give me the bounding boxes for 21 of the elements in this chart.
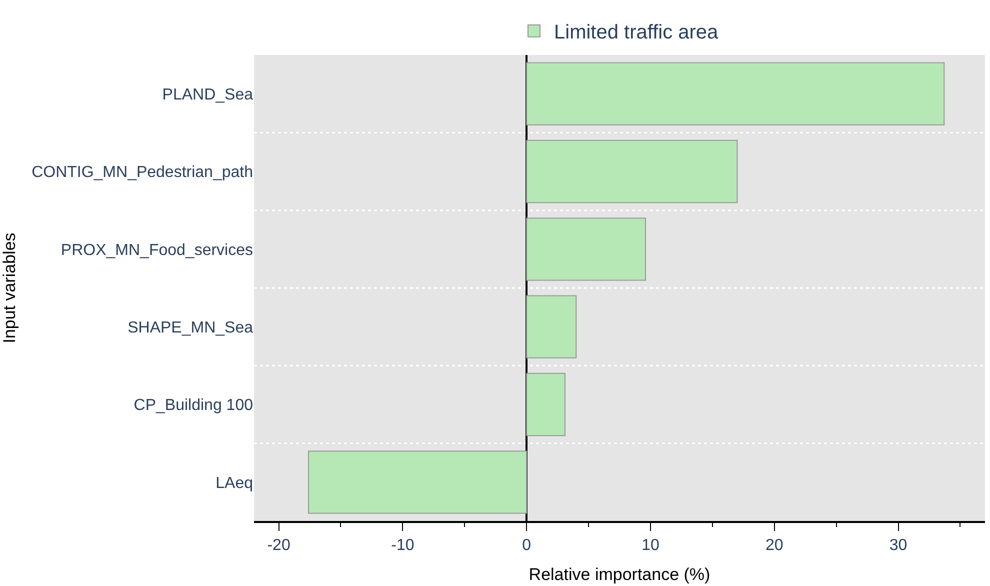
legend-label: Limited traffic area [554, 22, 720, 44]
y-axis-title: Input variables [0, 232, 19, 344]
y-tick-label: CP_Building 100 [134, 397, 254, 414]
y-tick-label: SHAPE_MN_Sea [128, 319, 254, 336]
bar [526, 140, 738, 204]
bar [526, 218, 646, 281]
bar [308, 450, 528, 514]
bar [526, 62, 945, 126]
x-tick-label: 10 [642, 536, 660, 554]
y-tick-label: LAeq [216, 474, 253, 492]
y-tick-label: PLAND_Sea [162, 86, 254, 104]
y-tick-label: CONTIG_MN_Pedestrian_path [32, 164, 253, 182]
y-tick-label: PROX_MN_Food_services [60, 242, 253, 259]
x-axis-title: Relative importance (%) [528, 564, 710, 584]
bar [526, 295, 577, 358]
bar [526, 372, 566, 436]
x-tick-label: 30 [889, 536, 908, 554]
x-tick-label: -20 [267, 536, 290, 554]
x-tick-label: 0 [522, 536, 532, 554]
x-tick-label: -10 [391, 536, 414, 554]
x-tick-label: 20 [765, 536, 784, 554]
